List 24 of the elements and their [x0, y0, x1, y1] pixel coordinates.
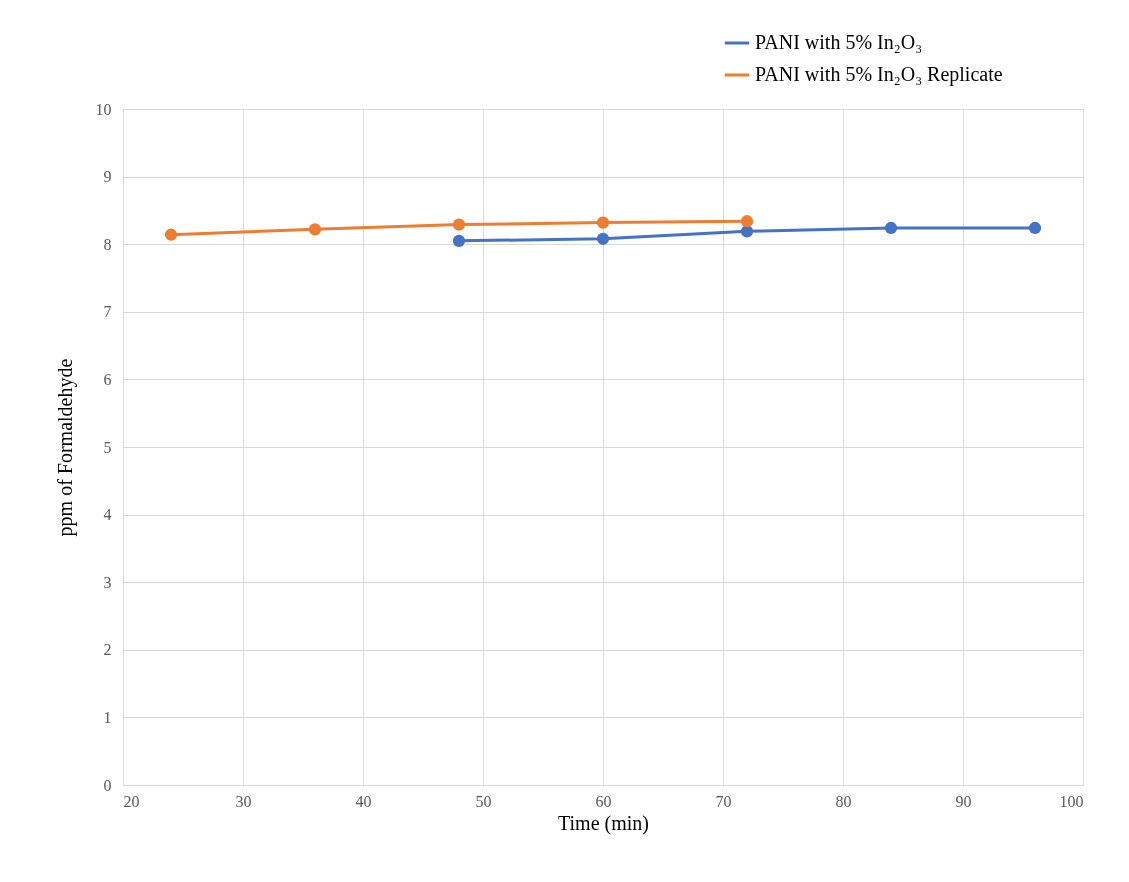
y-tick-label: 1: [103, 708, 112, 726]
y-axis-title: ppm of Formaldehyde: [53, 358, 77, 537]
x-tick-label: 30: [235, 792, 252, 810]
legend-label: PANI with 5% In₂O₃ Replicate: [755, 63, 1003, 86]
x-tick-label: 90: [955, 792, 972, 810]
x-tick-label: 40: [355, 792, 372, 810]
x-tick-label: 20: [123, 792, 140, 810]
y-tick-label: 5: [103, 438, 112, 456]
y-tick-label: 6: [103, 370, 112, 388]
y-tick-label: 0: [103, 776, 112, 794]
x-axis-title: Time (min): [558, 811, 649, 835]
y-tick-label: 3: [103, 573, 112, 591]
x-tick-label: 100: [1059, 792, 1084, 810]
y-tick-label: 10: [95, 100, 112, 118]
x-tick-label: 80: [835, 792, 852, 810]
y-tick-label: 9: [103, 168, 112, 186]
y-tick-label: 8: [103, 235, 112, 253]
y-tick-label: 7: [103, 303, 112, 321]
y-tick-label: 2: [103, 641, 112, 659]
y-tick-label: 4: [103, 506, 112, 524]
x-tick-label: 70: [715, 792, 732, 810]
legend-label: PANI with 5% In₂O₃: [755, 31, 923, 53]
x-tick-label: 60: [595, 792, 612, 810]
x-tick-label: 50: [475, 792, 492, 810]
